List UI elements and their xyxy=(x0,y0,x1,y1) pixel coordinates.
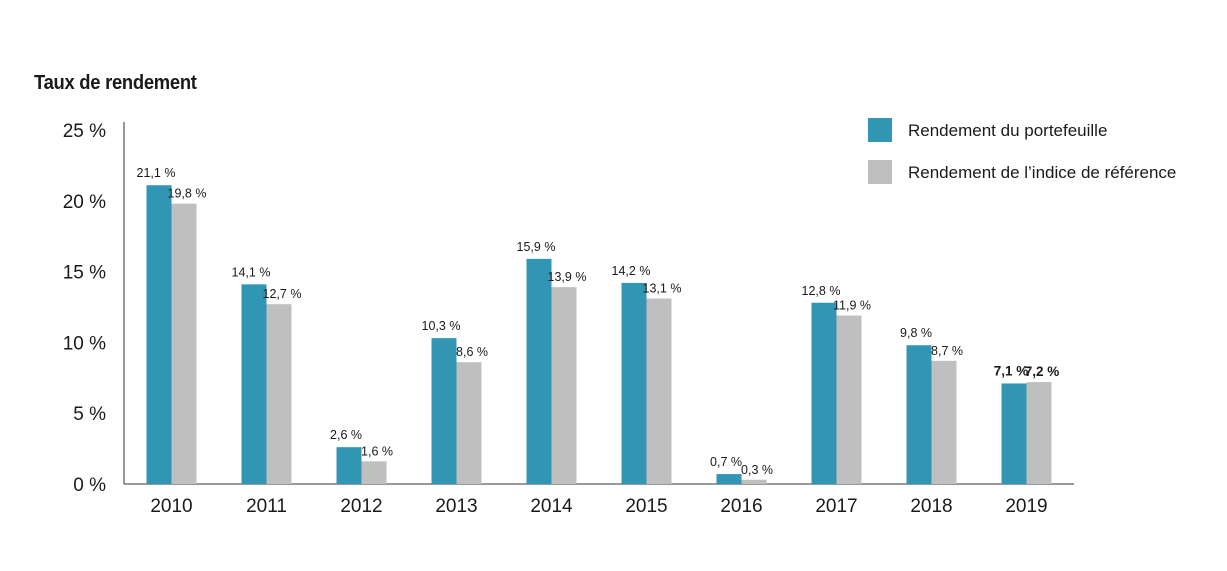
y-tick-label: 10 % xyxy=(63,333,106,354)
data-label: 19,8 % xyxy=(168,187,207,201)
legend: Rendement du portefeuille Rendement de l’… xyxy=(868,118,1176,184)
data-label: 15,9 % xyxy=(517,240,556,254)
bar xyxy=(431,338,457,484)
x-tick-label: 2017 xyxy=(815,496,857,517)
data-label: 7,2 % xyxy=(1025,364,1060,379)
data-label: 11,9 % xyxy=(833,298,871,312)
bar xyxy=(906,345,932,484)
y-tick-label: 5 % xyxy=(73,404,106,425)
data-label: 12,8 % xyxy=(802,284,841,298)
y-tick-label: 20 % xyxy=(63,192,106,213)
bar xyxy=(266,304,292,484)
x-tick-label: 2013 xyxy=(435,496,477,517)
bar xyxy=(456,362,482,484)
bar xyxy=(551,287,577,484)
data-label: 13,1 % xyxy=(643,282,682,296)
data-label: 0,7 % xyxy=(710,455,742,469)
bars xyxy=(146,185,1052,484)
data-label: 14,2 % xyxy=(612,264,651,278)
x-tick-label: 2010 xyxy=(150,496,192,517)
data-labels: 21,1 % 19,8 % 14,1 % 12,7 % 2,6 % 1,6 % 10,3 %… xyxy=(137,166,1060,477)
data-label: 13,9 % xyxy=(548,270,587,284)
bar xyxy=(336,447,362,484)
bar xyxy=(646,298,672,484)
y-tick-label: 0 % xyxy=(73,475,106,496)
bar xyxy=(931,360,957,484)
data-label: 9,8 % xyxy=(900,326,932,340)
axes: 0 % 5 % 10 % 15 % 20 % 25 % 2010 2011 2012 2013 20… xyxy=(63,121,1074,517)
x-tick-label: 2015 xyxy=(625,496,667,517)
data-label: 8,6 % xyxy=(456,345,488,359)
bar xyxy=(526,258,552,484)
x-tick-label: 2016 xyxy=(720,496,762,517)
chart-title: Taux de rendement xyxy=(34,72,197,94)
bar xyxy=(146,185,172,484)
x-tick-label: 2012 xyxy=(340,496,382,517)
data-label: 14,1 % xyxy=(232,265,271,279)
y-tick-label: 25 % xyxy=(63,121,106,142)
data-label: 12,7 % xyxy=(263,287,302,301)
legend-swatch xyxy=(868,118,892,142)
bar xyxy=(171,203,197,484)
data-label: 2,6 % xyxy=(330,428,362,442)
x-tick-label: 2018 xyxy=(910,496,952,517)
bar xyxy=(811,302,837,484)
bar xyxy=(741,479,767,484)
legend-swatch xyxy=(868,160,892,184)
x-tick-label: 2014 xyxy=(530,496,573,517)
bar xyxy=(241,284,267,484)
data-label: 21,1 % xyxy=(137,166,176,180)
bar xyxy=(621,282,647,484)
legend-label: Rendement de l’indice de référence xyxy=(908,163,1176,182)
data-label: 8,7 % xyxy=(931,344,963,358)
data-label: 0,3 % xyxy=(741,463,773,477)
bar xyxy=(361,461,387,484)
legend-label: Rendement du portefeuille xyxy=(908,121,1107,140)
bar xyxy=(1001,383,1027,484)
x-tick-label: 2011 xyxy=(246,496,287,517)
data-label: 10,3 % xyxy=(422,319,461,333)
bar xyxy=(716,474,742,484)
bar xyxy=(836,315,862,484)
y-tick-label: 15 % xyxy=(63,263,106,284)
data-label: 1,6 % xyxy=(361,444,393,458)
x-tick-label: 2019 xyxy=(1005,496,1047,517)
data-label: 7,1 % xyxy=(994,363,1029,378)
bar xyxy=(1026,382,1052,484)
